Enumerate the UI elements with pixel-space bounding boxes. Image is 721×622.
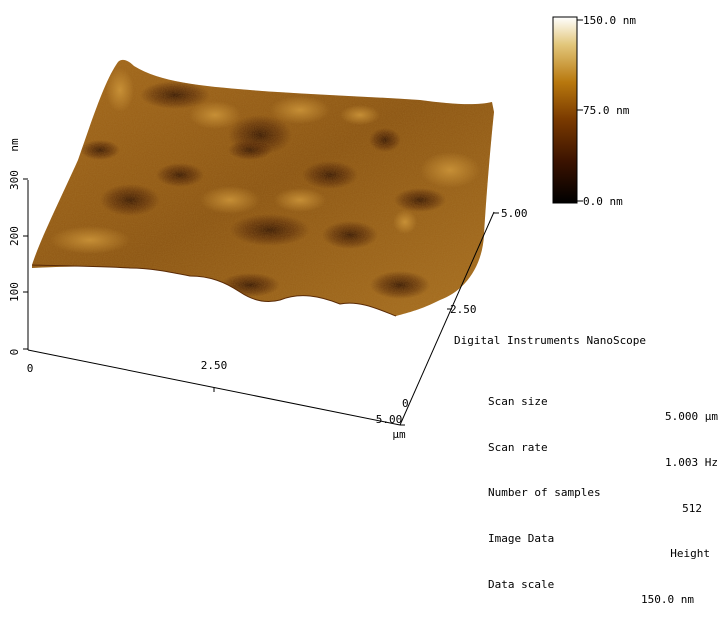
z-tick-label: 300 <box>8 170 21 190</box>
y-tick-label: 5.00 <box>501 207 528 220</box>
x-tick-label: 5.00 <box>376 413 403 426</box>
colorbar-mid-label: 75.0 nm <box>583 104 630 117</box>
y-axis-labels: 0 2.50 5.00 <box>402 207 528 410</box>
x-tick-label: 2.50 <box>201 359 228 372</box>
z-tick-label: 200 <box>8 226 21 246</box>
instrument-title: Digital Instruments NanoScope <box>454 334 647 348</box>
surface-front-edge <box>31 264 397 317</box>
x-axis-unit: µm <box>392 428 406 440</box>
x-axis-labels: 0 2.50 5.00 µm <box>27 359 406 441</box>
info-value: 5.000 µm <box>665 410 718 424</box>
info-value: 150.0 nm <box>641 592 694 606</box>
z-tick-label: 0 <box>8 349 21 356</box>
info-row-data-scale: Data scale 150.0 nm <box>454 561 720 606</box>
afm-3d-plot: 0 100 200 300 nm 0 2.50 5.00 µm 0 2.50 5… <box>8 14 636 441</box>
info-value: 1.003 Hz <box>665 456 718 469</box>
z-axis-labels: 0 100 200 300 nm <box>8 138 21 355</box>
info-row-samples: Number of samples 512 <box>454 470 720 514</box>
z-tick-label: 100 <box>8 282 21 302</box>
z-axis-unit: nm <box>8 138 21 152</box>
info-row-scan-rate: Scan rate 1.003 Hz <box>454 425 720 469</box>
height-surface <box>31 59 494 317</box>
info-value: Height <box>670 547 710 561</box>
info-row-image-data: Image Data Height <box>454 516 720 560</box>
y-axis-line <box>399 211 495 426</box>
y-tick-label: 0 <box>402 397 409 410</box>
info-title-row: Digital Instruments NanoScope <box>454 333 720 348</box>
colorbar-min-label: 0.0 nm <box>583 195 623 208</box>
info-key: Number of samples <box>488 486 601 500</box>
info-key: Scan size <box>488 395 548 409</box>
info-key: Scan rate <box>488 440 548 454</box>
afm-figure: 0 100 200 300 nm 0 2.50 5.00 µm 0 2.50 5… <box>8 14 718 606</box>
info-row-scan-size: Scan size 5.000 µm <box>454 379 720 423</box>
x-tick-label: 0 <box>27 362 34 375</box>
y-tick-label: 2.50 <box>450 303 477 316</box>
instrument-info-panel: Digital Instruments NanoScope Scan size … <box>454 303 720 607</box>
color-scale-gradient <box>552 16 578 204</box>
colorbar-max-label: 150.0 nm <box>583 14 636 27</box>
info-key: Data scale <box>488 577 555 591</box>
info-value: 512 <box>682 501 702 515</box>
axes <box>23 178 499 426</box>
color-scale-bar: 150.0 nm 75.0 nm 0.0 nm <box>552 14 636 208</box>
info-key: Image Data <box>488 531 555 545</box>
